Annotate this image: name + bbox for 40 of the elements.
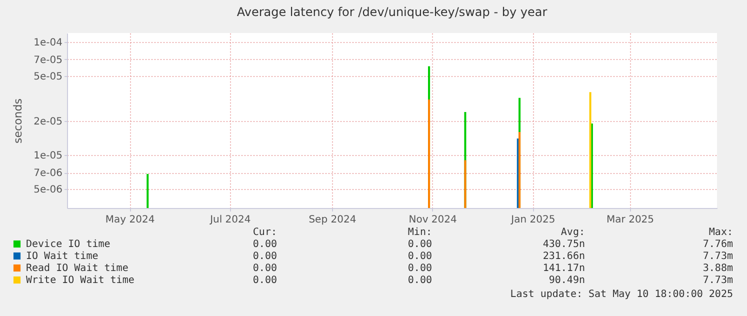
legend-label: IO Wait time [26,251,98,262]
legend-label: Device IO time [26,239,110,250]
text: Cur: [252,227,277,239]
text: 141.17n [542,263,585,275]
text: Max: [708,227,733,239]
y-axis-title: seconds [12,98,25,144]
legend-label: Read IO Wait time [26,263,128,274]
x-tick-label: Nov 2024 [408,214,457,226]
text: 7.76m [702,239,733,251]
y-tick-label: 7e-05 [34,54,62,66]
text: 7.73m [702,275,733,287]
legend-label: Write IO Wait time [26,275,134,286]
text: Last update: Sat May 10 18:00:00 2025 [510,289,733,301]
chart-title: Average latency for /dev/unique-key/swap - by year [236,5,548,19]
y-tick-label: 5e-05 [34,71,62,82]
text: 430.75n [542,239,585,251]
x-tick-label: Sep 2024 [308,214,356,226]
y-tick-label: 5e-06 [34,184,62,196]
text: 0.00 [252,275,277,287]
text: 231.66n [542,251,585,263]
text: Avg: [560,227,585,239]
text: Min: [408,227,432,239]
text: 3.88m [702,263,733,275]
y-tick-label: 2e-05 [34,116,62,128]
text: 0.00 [408,275,432,287]
x-tick-label: Jul 2024 [209,214,251,226]
text: 0.00 [408,263,432,275]
text: 90.49n [548,275,585,287]
text: 7.73m [702,251,733,263]
text: 0.00 [408,251,432,263]
text: 0.00 [252,251,277,263]
x-tick-label: Jan 2025 [510,214,556,226]
y-tick-label: 1e-05 [34,150,62,162]
y-tick-label: 1e-04 [34,37,62,48]
text: 0.00 [408,239,432,251]
text: 0.00 [252,239,277,251]
y-tick-label: 7e-06 [34,168,62,180]
x-tick-label: May 2024 [105,214,155,226]
text: 0.00 [252,263,277,275]
x-tick-label: Mar 2025 [606,214,654,226]
